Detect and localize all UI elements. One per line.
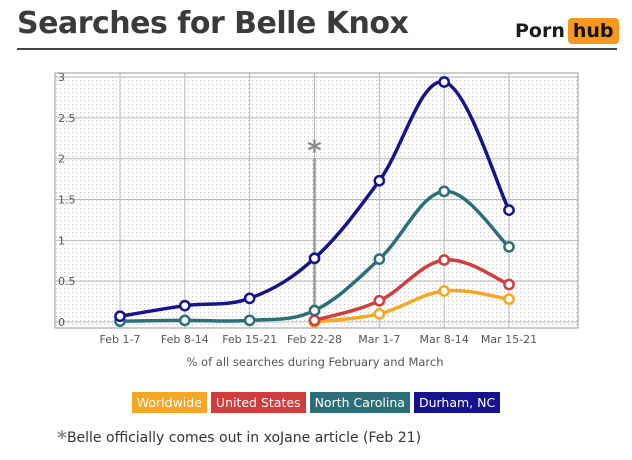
plot-area bbox=[55, 73, 578, 328]
asterisk-icon: * bbox=[57, 427, 67, 449]
data-point-durham-nc bbox=[438, 76, 451, 88]
data-point-durham-nc bbox=[243, 292, 256, 305]
y-tick-label: 3 bbox=[58, 71, 65, 84]
y-tick-label: 0.5 bbox=[58, 275, 76, 288]
title-divider bbox=[17, 48, 617, 50]
legend-north-carolina: North Carolina bbox=[309, 392, 410, 413]
data-points bbox=[114, 76, 515, 328]
legend-united-states: United States bbox=[210, 392, 306, 413]
logo-text-part1: Porn bbox=[515, 20, 565, 42]
data-point-durham-nc bbox=[308, 252, 321, 265]
chart-title: Searches for Belle Knox bbox=[17, 6, 409, 41]
y-tick-label: 2 bbox=[58, 153, 65, 166]
data-point-united-states bbox=[373, 294, 386, 307]
x-tick-label: Feb 15-21 bbox=[222, 333, 277, 346]
series-line-united-states bbox=[312, 258, 511, 323]
data-point-north-carolina bbox=[373, 253, 386, 265]
logo-text-part2: hub bbox=[567, 18, 619, 44]
data-point-united-states bbox=[308, 314, 321, 327]
y-tick-label: 2.5 bbox=[58, 112, 76, 125]
series-line-worldwide bbox=[312, 288, 511, 324]
x-tick-label: Mar 1-7 bbox=[358, 333, 400, 346]
data-point-durham-nc bbox=[503, 204, 515, 217]
pornhub-logo: Porn hub bbox=[515, 17, 619, 45]
legend-durham-nc: Durham, NC bbox=[413, 392, 501, 413]
data-point-north-carolina bbox=[243, 314, 256, 327]
data-point-durham-nc bbox=[178, 299, 191, 312]
x-tick-label: Feb 1-7 bbox=[100, 333, 141, 346]
x-tick-label: Feb 22-28 bbox=[287, 333, 342, 346]
data-point-united-states bbox=[438, 254, 451, 266]
data-point-north-carolina bbox=[503, 241, 515, 253]
annotation-asterisk: * bbox=[307, 134, 322, 167]
data-point-north-carolina bbox=[178, 314, 191, 327]
data-point-worldwide bbox=[373, 307, 386, 320]
x-tick-label: Mar 8-14 bbox=[420, 333, 469, 346]
line-chart: 0 0.5 1 1.5 2 2.5 3 Feb 1-7 Feb 8-14 Feb 15-21 Feb… bbox=[54, 71, 579, 369]
axes: 0 0.5 1 1.5 2 2.5 3 Feb 1-7 Feb 8-14 Feb 15-21 Feb… bbox=[54, 71, 579, 346]
y-tick-label: 1 bbox=[58, 234, 65, 247]
data-point-united-states bbox=[503, 278, 515, 291]
data-point-worldwide bbox=[503, 293, 515, 305]
data-point-north-carolina bbox=[308, 304, 321, 317]
data-point-durham-nc bbox=[114, 310, 126, 323]
footnote-text: Belle officially comes out in xoJane art… bbox=[66, 430, 422, 446]
footnote: *Belle officially comes out in xoJane ar… bbox=[57, 427, 421, 449]
y-tick-label: 1.5 bbox=[58, 194, 76, 207]
legend-worldwide: Worldwide bbox=[131, 392, 207, 413]
x-axis-label: % of all searches during February and Ma… bbox=[186, 355, 443, 369]
data-point-durham-nc bbox=[373, 174, 386, 187]
y-tick-label: 0 bbox=[58, 316, 65, 329]
data-point-worldwide bbox=[438, 285, 451, 297]
chart-legend: Worldwide United States North Carolina D… bbox=[0, 392, 632, 413]
data-point-north-carolina bbox=[438, 185, 451, 198]
annotation: * bbox=[307, 134, 322, 328]
x-tick-label: Feb 8-14 bbox=[161, 333, 209, 346]
x-tick-label: Mar 15-21 bbox=[481, 333, 537, 346]
plot-frame bbox=[54, 72, 579, 329]
